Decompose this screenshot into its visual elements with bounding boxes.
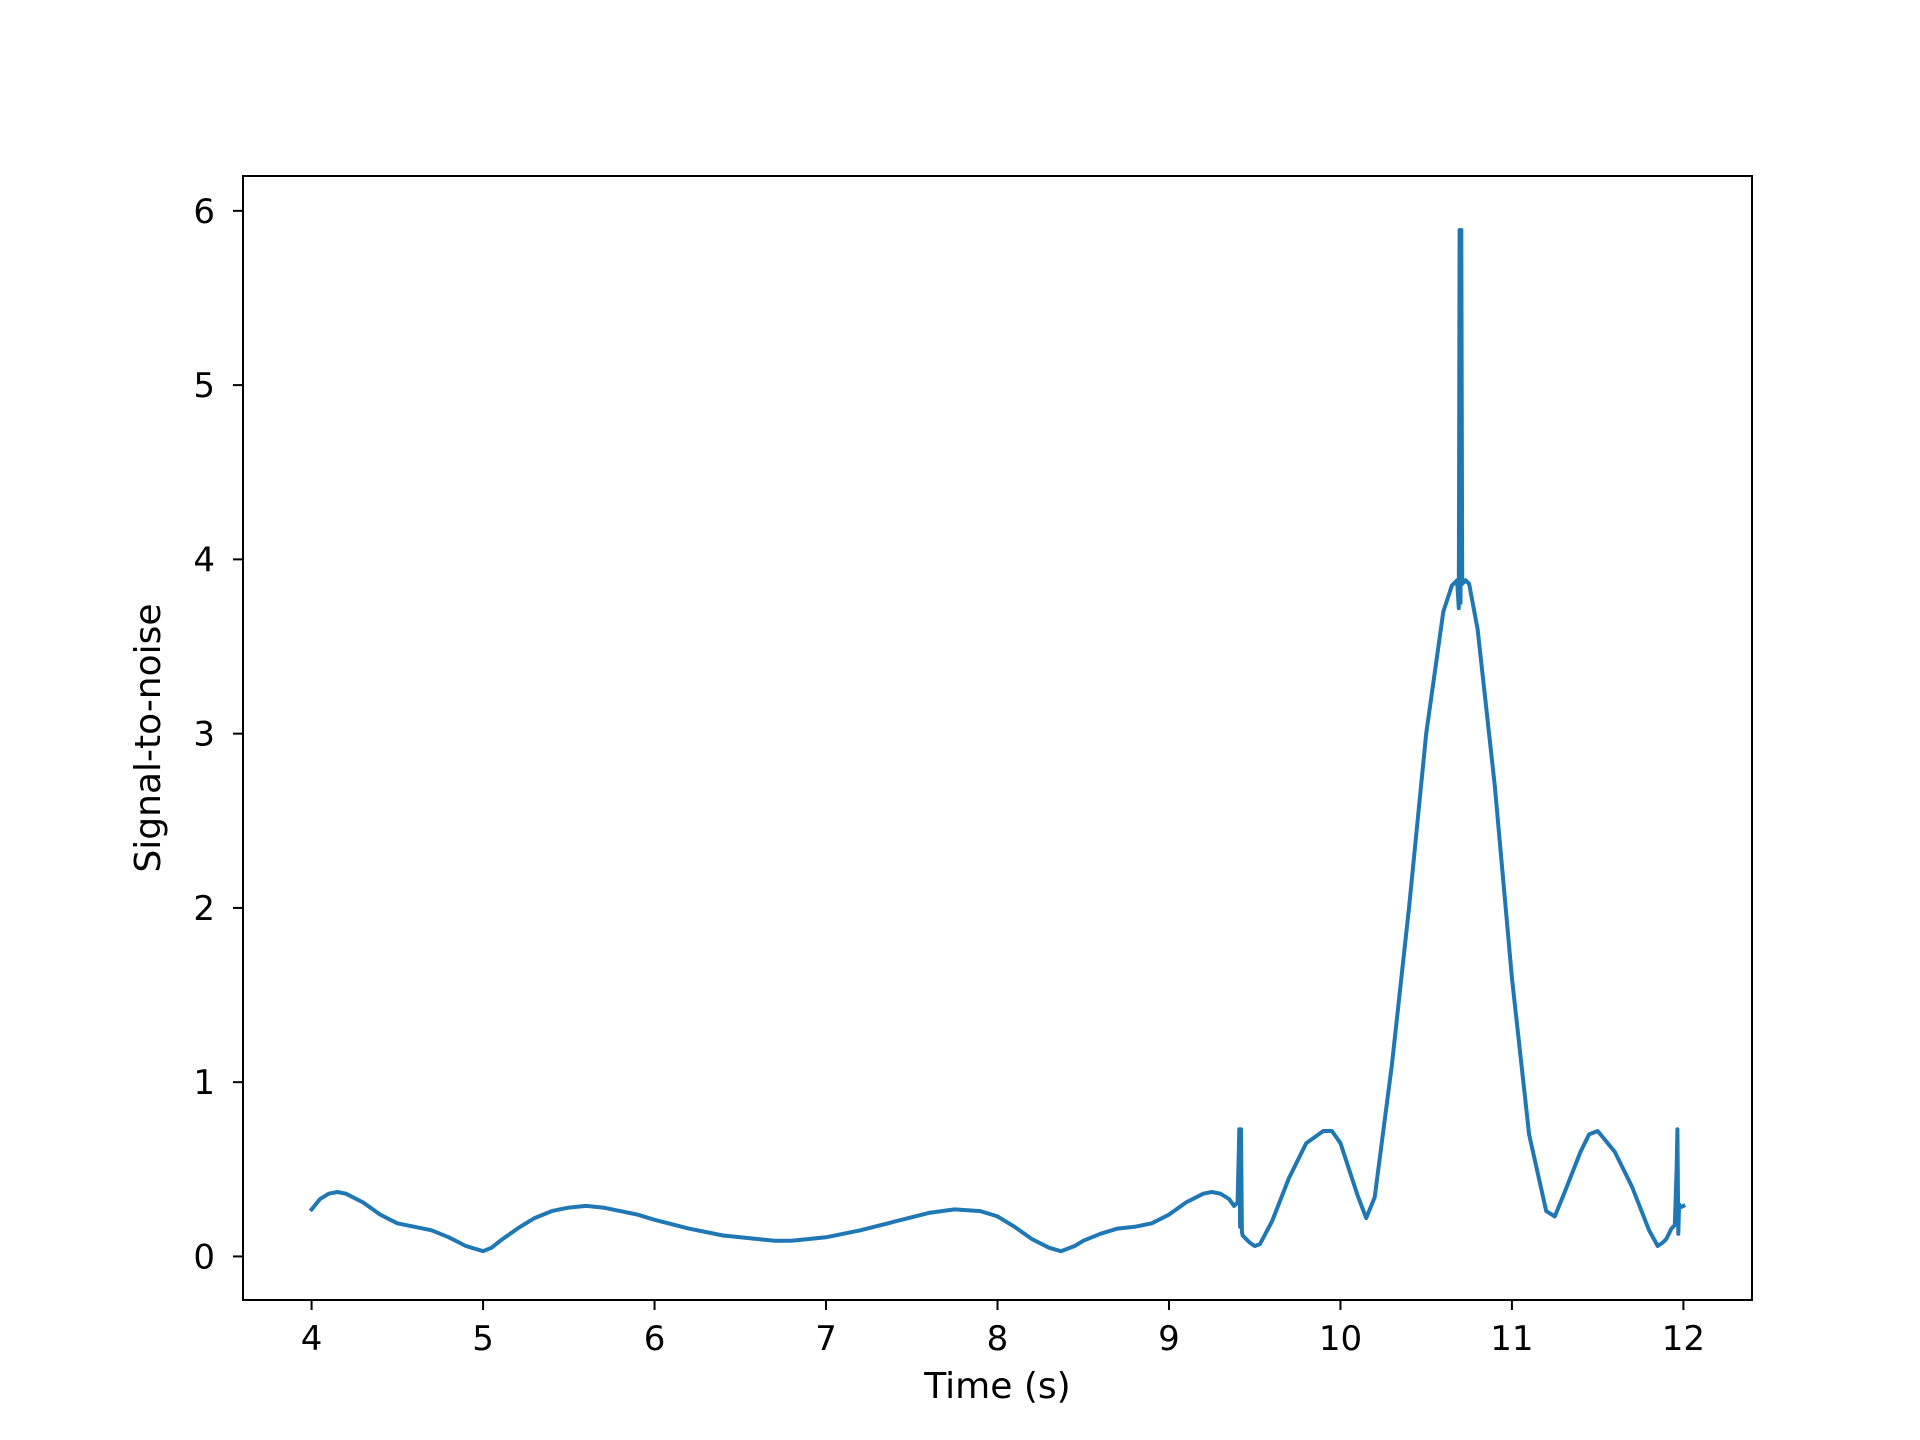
x-tick-label: 8 [987, 1319, 1009, 1359]
y-tick-label: 5 [193, 366, 215, 406]
axes-frame [242, 175, 1753, 1301]
series-line-0 [308, 228, 1687, 1254]
y-tick-label: 3 [193, 715, 215, 755]
x-tick-label: 6 [644, 1319, 666, 1359]
x-tick-label: 12 [1662, 1319, 1705, 1359]
x-axis: 4 5 6 7 8 9 10 11 12 [301, 1300, 1705, 1359]
x-tick-label: 11 [1490, 1319, 1533, 1359]
x-tick-label: 10 [1319, 1319, 1362, 1359]
x-tick-label: 5 [472, 1319, 494, 1359]
y-tick-label: 2 [193, 889, 215, 929]
plot-area [308, 228, 1687, 1254]
x-axis-label: Time (s) [923, 1366, 1070, 1407]
y-axis: 0 1 2 3 4 5 6 [193, 192, 243, 1277]
y-tick-label: 1 [193, 1063, 215, 1103]
y-tick-label: 6 [193, 192, 215, 232]
y-tick-label: 0 [193, 1237, 215, 1277]
y-axis-label: Signal-to-noise [128, 603, 169, 872]
y-tick-label: 4 [193, 540, 215, 580]
x-tick-label: 7 [815, 1319, 837, 1359]
x-tick-label: 4 [301, 1319, 323, 1359]
x-tick-label: 9 [1158, 1319, 1180, 1359]
